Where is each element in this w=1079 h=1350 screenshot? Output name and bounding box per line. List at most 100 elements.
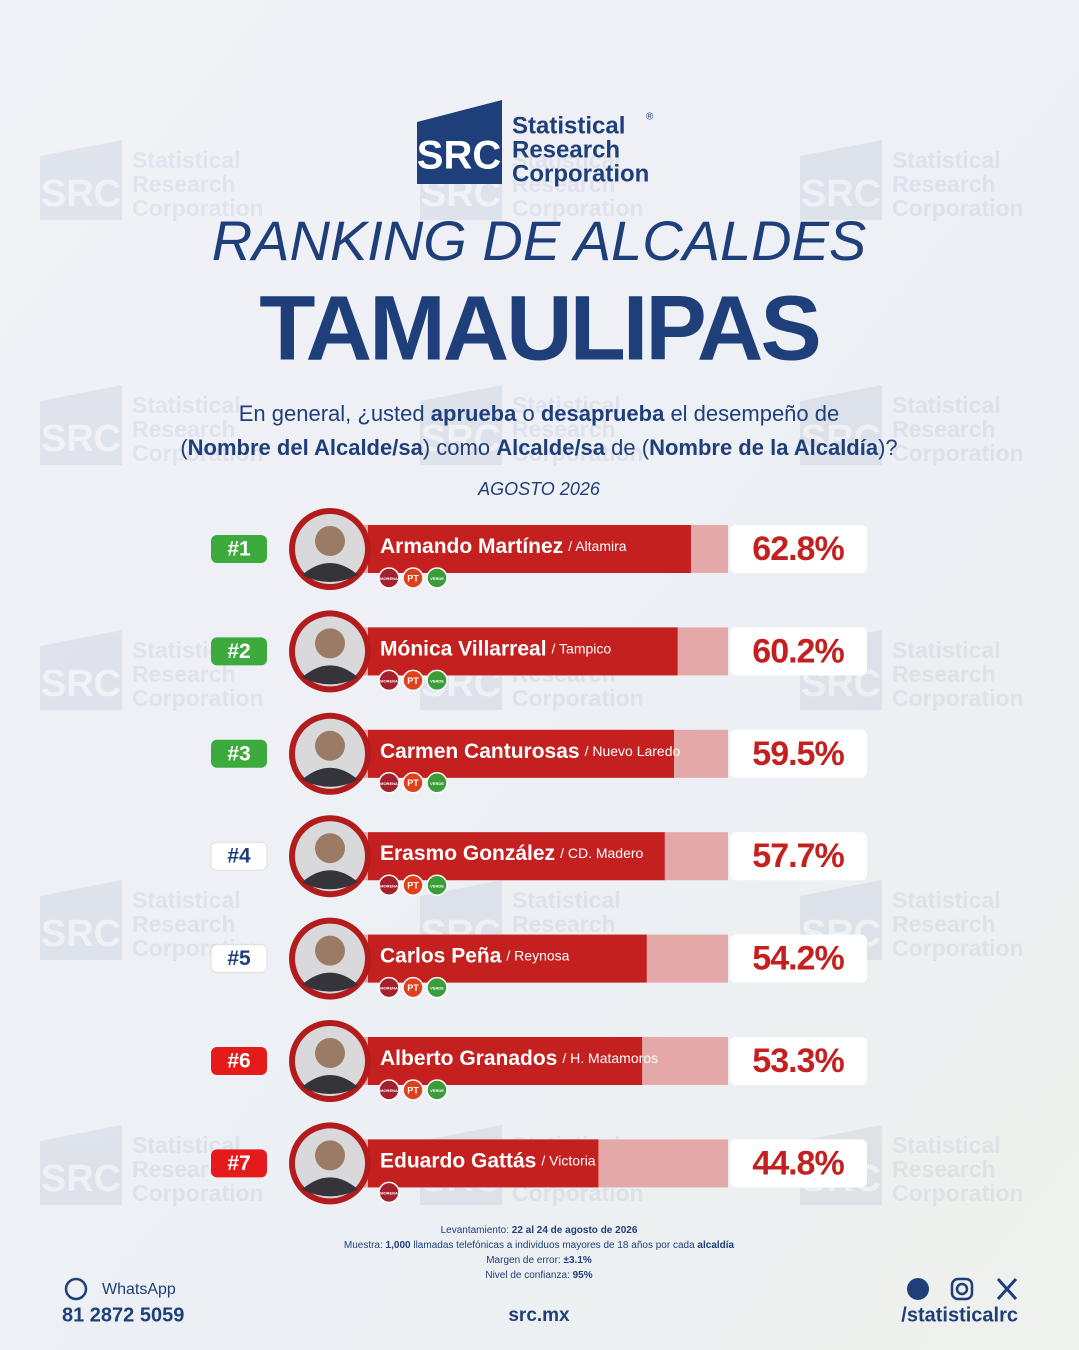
party-logo [402, 567, 424, 589]
value-label: 44.8% [752, 1144, 844, 1182]
value-label: 53.3% [752, 1042, 844, 1080]
text-line: Nivel de confianza: 95% [485, 1270, 592, 1281]
party-label: MORENA [380, 576, 398, 581]
phone: 81 2872 5059 [62, 1304, 184, 1326]
watermark-text: Corporation [132, 195, 264, 221]
text-segment: llamadas telefónicas a individuos mayore… [411, 1240, 698, 1251]
candidate-place: / Victoria [541, 1152, 595, 1168]
party-logo [378, 1181, 400, 1204]
watermark-shape [800, 385, 882, 465]
text-segment: Margen de error: [486, 1255, 563, 1266]
contact: WhatsApp 81 2872 5059 src.mx /statistica… [62, 1277, 1018, 1326]
value-pill [730, 832, 867, 881]
avatar-head [315, 1140, 345, 1171]
watermark-text: Corporation [892, 440, 1024, 466]
watermark-text: Statistical [512, 147, 621, 173]
watermark-mark: SRC [41, 173, 121, 215]
text-segment: ) como [423, 435, 496, 460]
party-label: PT [407, 778, 419, 788]
text-segment: Muestra: [344, 1240, 386, 1251]
text-segment: de ( [605, 435, 650, 460]
watermark-text: Corporation [892, 195, 1024, 221]
whatsapp-label: WhatsApp [102, 1281, 176, 1298]
watermark-shape [40, 880, 122, 960]
watermark-text: Corporation [132, 440, 264, 466]
logo-registered: ® [646, 112, 654, 123]
party-logo [402, 976, 424, 999]
facebook-icon [907, 1278, 929, 1300]
value-pill [730, 627, 867, 676]
value-pill [730, 729, 867, 778]
party-label: MORENA [380, 883, 398, 888]
watermark-text: Research [892, 911, 996, 937]
text-segment: En general, ¿usted [239, 401, 431, 426]
avatar-body [302, 767, 358, 787]
candidate: Carmen Canturosas / Nuevo Laredo [380, 739, 681, 762]
value-pill [730, 1037, 867, 1085]
party-label: PT [407, 573, 419, 583]
candidate-place: / Altamira [568, 538, 627, 554]
watermark-text: Corporation [892, 935, 1024, 961]
logo-shape [417, 100, 502, 184]
watermark-shape [40, 385, 122, 465]
bar [368, 525, 691, 573]
logo-mark: SRC [417, 134, 501, 178]
watermark-mark: SRC [41, 418, 121, 460]
party-label: VERDE [430, 576, 444, 581]
avatar-head [315, 935, 345, 966]
watermark-text: Research [132, 171, 236, 197]
watermark-text: Corporation [512, 440, 644, 466]
text-segment: 95% [573, 1270, 593, 1281]
party-label: VERDE [430, 678, 444, 683]
logo-line: Statistical [512, 112, 625, 139]
candidate-place: / H. Matamoros [562, 1050, 658, 1066]
logo-line: Corporation [512, 160, 649, 187]
rank-badge [211, 637, 267, 666]
candidate-place: / Reynosa [506, 947, 569, 963]
candidate: Erasmo González / CD. Madero [380, 842, 644, 865]
text-segment: Nivel de confianza: [485, 1270, 572, 1281]
avatar-head [315, 628, 345, 659]
text-segment: ±3.1% [563, 1255, 591, 1266]
watermark-text: Research [132, 661, 236, 687]
rank-badge [211, 739, 267, 768]
candidate-place: / CD. Madero [560, 845, 643, 861]
avatar-body [302, 870, 358, 890]
handle: /statisticalrc [901, 1304, 1018, 1326]
watermark-text: Research [892, 661, 996, 687]
watermark-text: Statistical [512, 887, 621, 913]
text-segment: 1,000 [386, 1240, 411, 1251]
watermark-text: Corporation [892, 1180, 1024, 1206]
candidate-name: Carlos Peña [380, 944, 502, 967]
watermark-text: Research [512, 416, 616, 442]
watermark-shape [40, 1125, 122, 1205]
candidate-name: Eduardo Gattás [380, 1149, 536, 1172]
watermark-text: Statistical [892, 637, 1001, 663]
rank-label: #2 [227, 640, 250, 663]
party-logo [378, 874, 400, 896]
text-line: (Nombre del Alcalde/sa) como Alcalde/sa … [180, 435, 897, 460]
subtitle: TAMAULIPAS [259, 277, 818, 379]
x-icon [996, 1277, 1018, 1301]
text-segment: ( [180, 435, 188, 460]
text-segment: Nombre de la Alcaldía [649, 435, 879, 460]
bar [368, 627, 678, 676]
watermark-text: Research [512, 911, 616, 937]
bar [368, 1037, 643, 1085]
text-segment: aprueba [431, 401, 517, 426]
value-pill [730, 525, 867, 573]
party-logo [378, 976, 400, 999]
watermark-mark: SRC [421, 418, 501, 460]
party-logo [426, 1079, 448, 1101]
party-label: VERDE [430, 1088, 444, 1093]
value-pill [730, 1139, 867, 1188]
avatar-head [315, 526, 345, 556]
avatar-body [302, 563, 358, 582]
watermark-mark: SRC [801, 418, 881, 460]
watermark-mark: SRC [41, 1158, 121, 1200]
party-label: MORENA [380, 678, 398, 683]
value-label: 62.8% [752, 530, 844, 568]
